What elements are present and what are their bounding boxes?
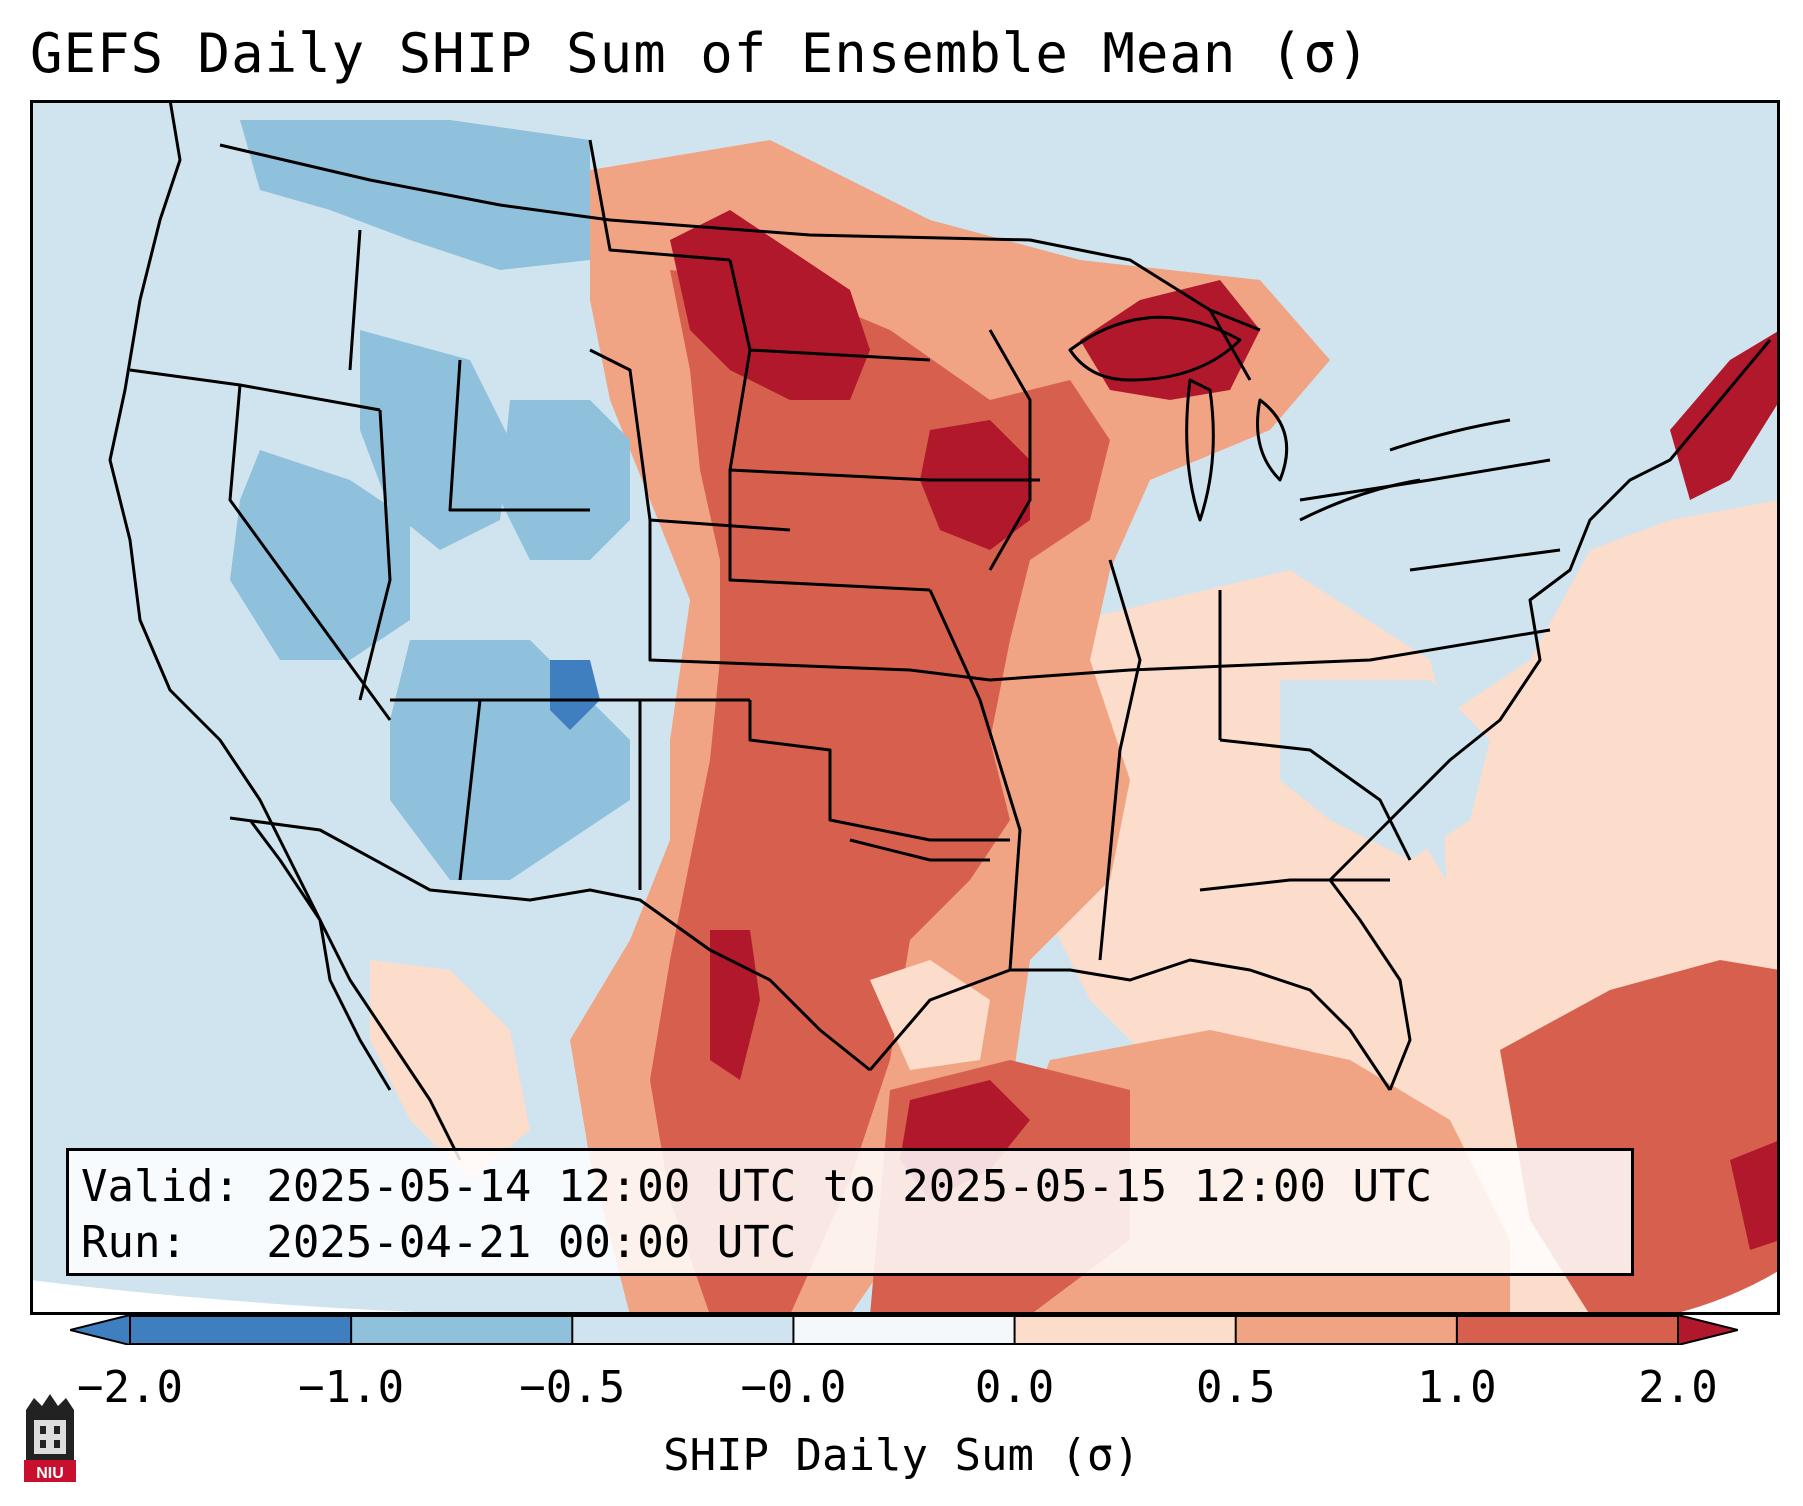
colorbar-segment <box>1014 1315 1236 1345</box>
colorbar-tick-label: 1.0 <box>1417 1362 1497 1413</box>
valid-time-text: Valid: 2025-05-14 12:00 UTC to 2025-05-1… <box>81 1161 1433 1212</box>
lake-michigan <box>1185 378 1215 522</box>
colorbar <box>70 1315 1738 1345</box>
colorbar-segment <box>1456 1315 1678 1345</box>
colorbar-tick-label: 0.5 <box>1195 1362 1276 1413</box>
region-maine-darkred <box>1670 330 1780 500</box>
coastline-gulf <box>868 958 1392 1091</box>
region-sonora-peach <box>370 960 530 1180</box>
colorbar-tick-label: −2.0 <box>77 1362 183 1413</box>
colorbar-segment <box>351 1315 573 1345</box>
region-bahamas-darkred <box>1730 1140 1780 1250</box>
valid-run-info-box: Valid: 2025-05-14 12:00 UTC to 2025-05-1… <box>66 1148 1634 1276</box>
coastline-east <box>1328 339 1772 1091</box>
region-southern-plains-red <box>750 570 990 800</box>
region-west-blue-4 <box>500 400 630 560</box>
colorbar-label: SHIP Daily Sum (σ) <box>663 1430 1140 1481</box>
colorbar-extend-high <box>1677 1315 1738 1345</box>
region-pnw-blue <box>240 120 590 270</box>
colorbar-segment <box>1235 1315 1457 1345</box>
region-colorado-dark <box>550 660 600 730</box>
core-lake-superior <box>1080 280 1260 400</box>
colorbar-tick-label: −0.0 <box>740 1362 847 1413</box>
lake-huron <box>1256 398 1289 482</box>
colorbar-tick-label: −1.0 <box>298 1362 405 1413</box>
region-carolinas-blue <box>1280 680 1490 860</box>
border-us-canada <box>219 143 1261 332</box>
great-lakes <box>1068 315 1242 382</box>
colorbar-segment <box>130 1315 352 1345</box>
core-minnesota-iowa <box>920 420 1030 550</box>
colorbar-segment <box>793 1315 1015 1345</box>
outside-projection <box>30 1280 930 1315</box>
border-us-mexico <box>229 816 871 1072</box>
colorbar-tick-label: 2.0 <box>1638 1362 1718 1413</box>
colorbar-segment <box>572 1315 794 1345</box>
outside-projection-right <box>1670 1270 1780 1315</box>
run-time-text: Run: 2025-04-21 00:00 UTC <box>81 1217 797 1268</box>
coastline-baja <box>248 819 392 1091</box>
ship-anomaly-map <box>30 100 1780 1315</box>
colorbar-tick-label: −0.5 <box>519 1362 626 1413</box>
colorbar-tick-label: 0.0 <box>974 1362 1055 1413</box>
map-title: GEFS Daily SHIP Sum of Ensemble Mean (σ) <box>30 22 1371 85</box>
niu-logo: NIU <box>24 1394 76 1482</box>
logo-text: NIU <box>36 1465 64 1482</box>
boundaries <box>108 100 1772 1161</box>
coastline-west <box>108 100 462 1161</box>
colorbar-extend-low <box>70 1315 131 1345</box>
region-west-blue-1 <box>230 450 410 660</box>
region-west-blue-2 <box>360 330 510 550</box>
